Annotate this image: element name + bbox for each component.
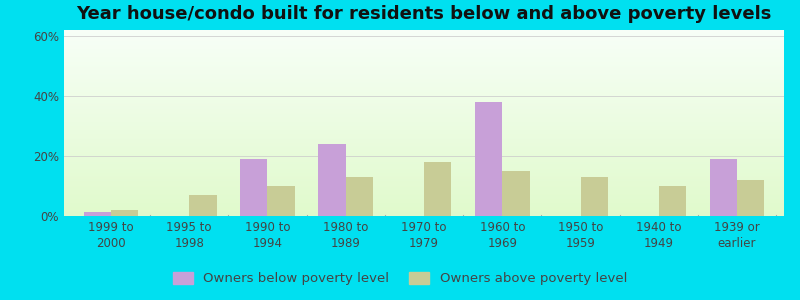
Bar [111,210,138,216]
Legend: Owners below poverty level, Owners above poverty level: Owners below poverty level, Owners above… [168,266,632,290]
Bar [83,212,111,216]
Bar [737,180,765,216]
Bar [475,102,502,216]
Bar [240,159,267,216]
Bar [190,195,217,216]
Bar [346,177,373,216]
Title: Year house/condo built for residents below and above poverty levels: Year house/condo built for residents bel… [76,5,772,23]
Bar [710,159,737,216]
Bar [502,171,530,216]
Bar [267,186,295,216]
Bar [318,144,346,216]
Bar [581,177,608,216]
Bar [424,162,451,216]
Bar [658,186,686,216]
